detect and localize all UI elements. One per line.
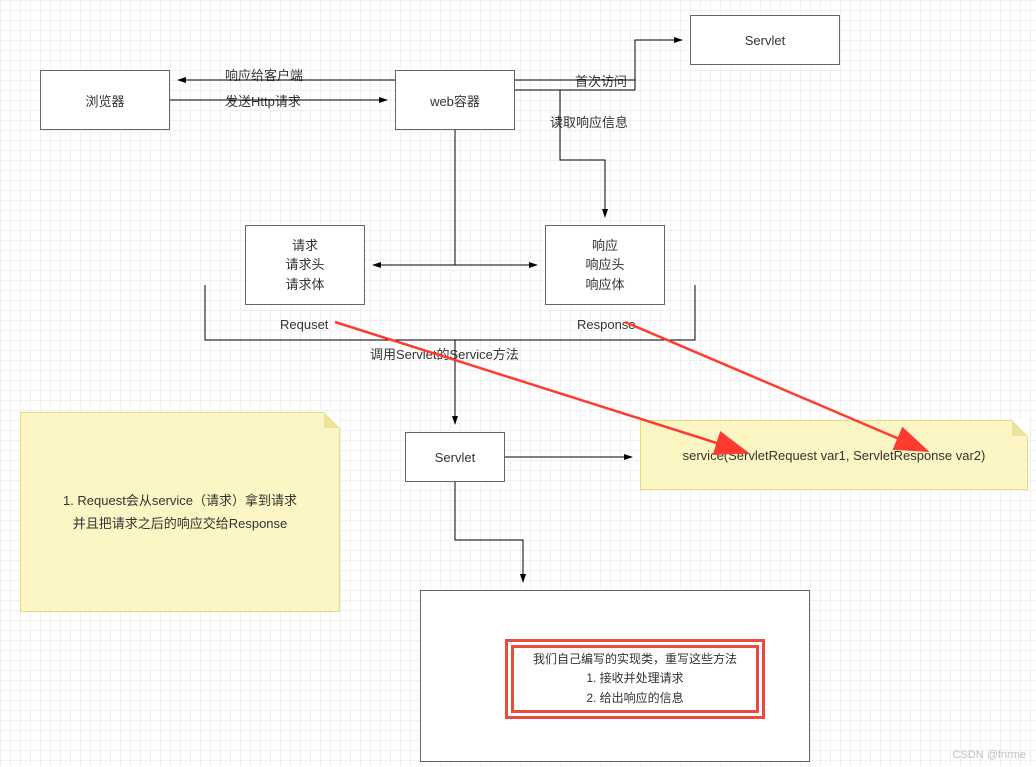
impl-line: 1. 接收并处理请求	[586, 669, 683, 688]
node-servlet-mid: Servlet	[405, 432, 505, 482]
label-requset: Requset	[280, 317, 328, 332]
node-servlet-top: Servlet	[690, 15, 840, 65]
note-line: 1. Request会从service（请求）拿到请求	[63, 489, 297, 512]
node-request: 请求 请求头 请求体	[245, 225, 365, 305]
node-line: 响应体	[585, 275, 624, 295]
label-response: Response	[577, 317, 636, 332]
label-call-service: 调用Servlet的Service方法	[370, 344, 519, 363]
impl-line: 2. 给出响应的信息	[586, 689, 683, 708]
node-line: 响应头	[585, 255, 624, 275]
note-right: service(ServletRequest var1, ServletResp…	[640, 420, 1028, 490]
node-label: web容器	[430, 91, 480, 110]
node-line: 请求头	[285, 255, 324, 275]
node-line: 响应	[592, 236, 618, 256]
node-response: 响应 响应头 响应体	[545, 225, 665, 305]
node-label: 浏览器	[85, 91, 124, 110]
node-label: Servlet	[435, 450, 475, 465]
note-line: 并且把请求之后的响应交给Response	[73, 512, 288, 535]
impl-line: 我们自己编写的实现类，重写这些方法	[533, 650, 737, 669]
watermark: CSDN @fnrme	[952, 749, 1026, 761]
node-web-container: web容器	[395, 70, 515, 130]
node-impl-highlight: 我们自己编写的实现类，重写这些方法 1. 接收并处理请求 2. 给出响应的信息	[505, 639, 765, 719]
label-first-visit: 首次访问	[575, 71, 627, 90]
note-text: service(ServletRequest var1, ServletResp…	[683, 448, 986, 463]
node-browser: 浏览器	[40, 70, 170, 130]
node-line: 请求体	[285, 275, 324, 295]
node-label: Servlet	[745, 33, 785, 48]
node-line: 请求	[292, 236, 318, 256]
label-send-http: 发送Http请求	[225, 91, 301, 110]
node-impl-inner: 我们自己编写的实现类，重写这些方法 1. 接收并处理请求 2. 给出响应的信息	[511, 645, 759, 713]
label-resp-client: 响应给客户端	[225, 65, 303, 84]
note-left: 1. Request会从service（请求）拿到请求 并且把请求之后的响应交给…	[20, 412, 340, 612]
label-read-resp: 读取响应信息	[550, 112, 628, 131]
